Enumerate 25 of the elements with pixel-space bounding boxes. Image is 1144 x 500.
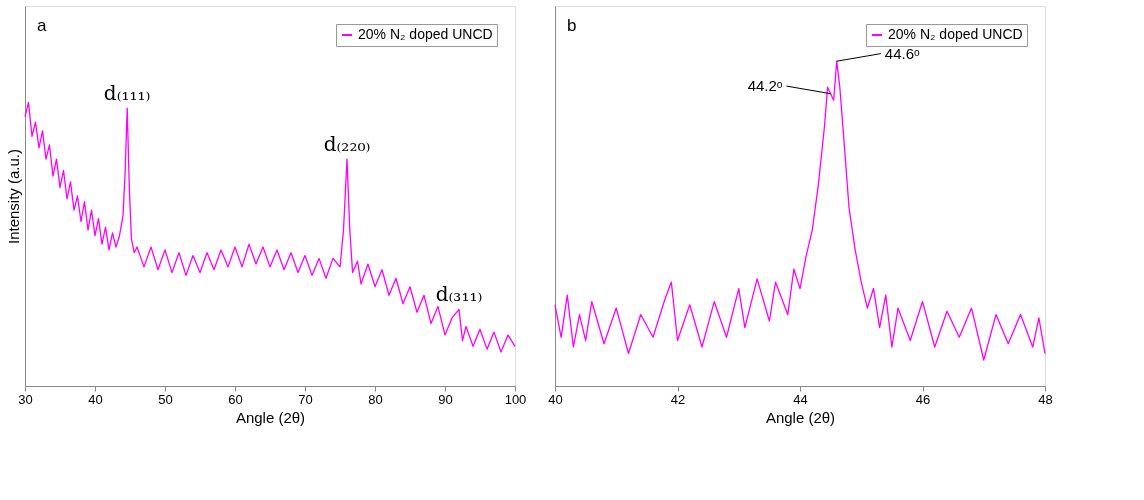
annotation: d₍₁₁₁₎ (103, 81, 151, 106)
x-tick-label: 48 (1038, 391, 1053, 407)
text: b (567, 16, 577, 35)
x-tick-label: 40 (88, 391, 103, 407)
x-tick-label: 90 (438, 391, 453, 407)
annotation: d₍₂₂₀₎ (323, 132, 371, 157)
x-tick-label: 40 (548, 391, 563, 407)
legend-label: 20% N₂ doped UNCD (358, 26, 493, 42)
x-axis-title: Angle (2θ) (765, 408, 836, 426)
x-axis-title: Angle (2θ) (235, 408, 306, 426)
y-axis-title: Intensity (a.u.) (4, 148, 22, 245)
x-tick-label: 70 (298, 391, 313, 407)
x-tick-label: 100 (504, 391, 527, 407)
x-tick-label: 44 (793, 391, 808, 407)
x-tick-label: 80 (368, 391, 383, 407)
annotation: 44.6ᵒ (884, 44, 921, 62)
annotation: 44.2ᵒ (747, 77, 783, 95)
legend-label: 20% N₂ doped UNCD (888, 26, 1023, 42)
annotation: d₍₃₁₁₎ (435, 282, 483, 307)
x-tick-label: 30 (18, 391, 33, 407)
x-tick-label: 42 (670, 391, 686, 407)
text: a (37, 16, 47, 35)
x-tick-label: 60 (228, 391, 243, 407)
x-tick-label: 50 (158, 391, 173, 407)
x-tick-label: 46 (915, 391, 931, 407)
